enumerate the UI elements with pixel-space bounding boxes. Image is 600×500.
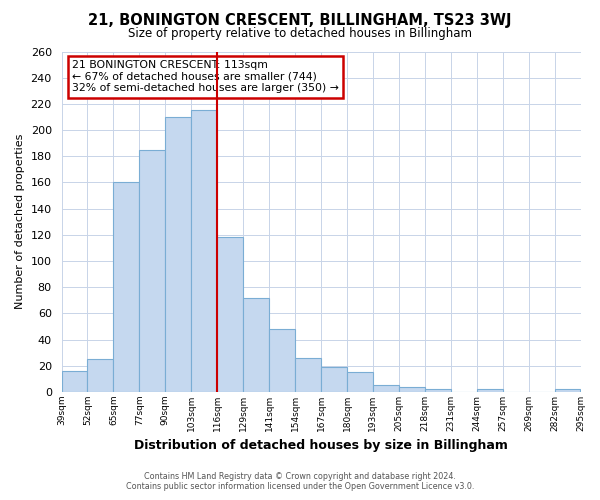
- X-axis label: Distribution of detached houses by size in Billingham: Distribution of detached houses by size …: [134, 440, 508, 452]
- Bar: [217, 238, 243, 392]
- Bar: [373, 386, 399, 392]
- Bar: [139, 150, 166, 392]
- Y-axis label: Number of detached properties: Number of detached properties: [15, 134, 25, 310]
- Bar: [62, 371, 88, 392]
- Bar: [554, 390, 580, 392]
- Text: 21, BONINGTON CRESCENT, BILLINGHAM, TS23 3WJ: 21, BONINGTON CRESCENT, BILLINGHAM, TS23…: [88, 12, 512, 28]
- Bar: [88, 360, 113, 392]
- Bar: [425, 390, 451, 392]
- Bar: [243, 298, 269, 392]
- Bar: [191, 110, 217, 392]
- Bar: [295, 358, 321, 392]
- Bar: [347, 372, 373, 392]
- Text: Contains HM Land Registry data © Crown copyright and database right 2024.
Contai: Contains HM Land Registry data © Crown c…: [126, 472, 474, 491]
- Bar: [399, 387, 425, 392]
- Bar: [321, 367, 347, 392]
- Bar: [113, 182, 139, 392]
- Bar: [477, 390, 503, 392]
- Text: Size of property relative to detached houses in Billingham: Size of property relative to detached ho…: [128, 28, 472, 40]
- Bar: [166, 117, 191, 392]
- Bar: [269, 329, 295, 392]
- Text: 21 BONINGTON CRESCENT: 113sqm
← 67% of detached houses are smaller (744)
32% of : 21 BONINGTON CRESCENT: 113sqm ← 67% of d…: [72, 60, 339, 93]
